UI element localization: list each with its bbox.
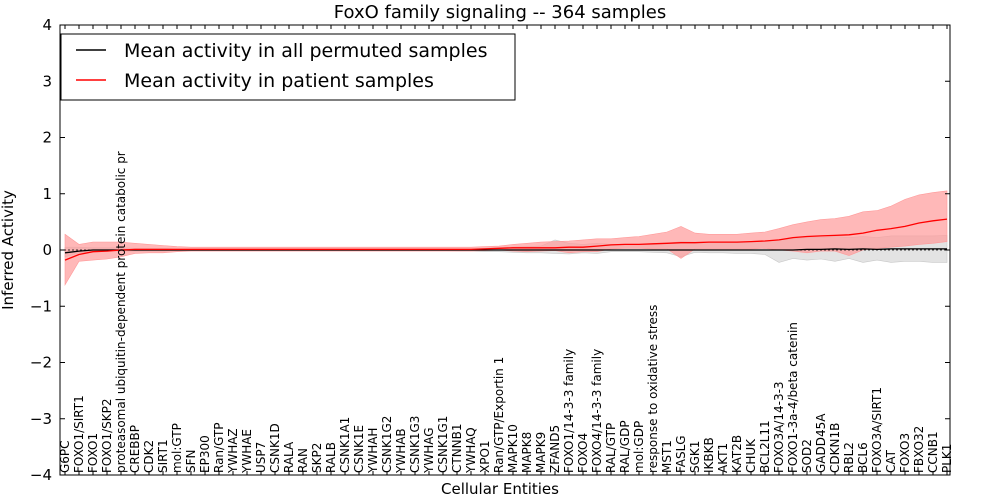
x-tick-label: mol:GDP <box>632 421 646 473</box>
x-tick-label: SFN <box>184 450 198 474</box>
y-tick-label: 3 <box>42 72 52 90</box>
x-tick-label: YWHAZ <box>226 428 240 474</box>
y-tick-label: −1 <box>30 297 52 315</box>
x-tick-label: RBL2 <box>842 442 856 473</box>
x-tick-label: KAT2B <box>730 435 744 473</box>
x-tick-label: PLK1 <box>940 444 954 473</box>
x-tick-label: USP7 <box>254 442 268 473</box>
x-tick-label: EP300 <box>198 435 212 473</box>
y-tick-label: 4 <box>42 16 52 34</box>
legend-box <box>60 33 516 101</box>
series-lines <box>60 218 950 261</box>
x-tick-label: CTNNB1 <box>450 423 464 473</box>
x-tick-label: YWHAQ <box>464 427 478 474</box>
x-tick-label: CSNK1E <box>352 425 366 473</box>
x-tick-label: FOXO1/SKP2 <box>100 398 114 473</box>
x-tick-label: MAPK9 <box>534 432 548 473</box>
x-tick-label: RALA <box>282 441 296 473</box>
x-tick-label: mol:GTP <box>170 423 184 473</box>
x-tick-label: CREBBP <box>128 425 142 473</box>
x-tick-label: YWHAE <box>240 429 254 474</box>
x-tick-label: FOXO4 <box>576 433 590 473</box>
x-tick-label: FOXO1 <box>86 433 100 473</box>
x-tick-label: CSNK1G1 <box>436 416 450 473</box>
y-axis: −4 −3 −2 −1 0 1 2 3 4 <box>30 16 950 484</box>
y-tick-label: −3 <box>30 410 52 428</box>
chart-title: FoxO family signaling -- 364 samples <box>334 2 666 23</box>
x-tick-label: CDKN1B <box>828 423 842 473</box>
x-tick-label: MST1 <box>660 440 674 473</box>
patient-confidence-band <box>64 190 948 286</box>
x-tick-label: G6PC <box>58 440 72 473</box>
x-tick-label: RALB <box>324 442 338 473</box>
x-tick-label: BCL2L11 <box>758 420 772 473</box>
x-tick-label: Ran/GTP/Exportin 1 <box>492 357 506 473</box>
x-tick-label: CSNK1D <box>268 423 282 473</box>
x-tick-label: MAPK10 <box>506 424 520 473</box>
x-tick-label: ZFAND5 <box>548 425 562 473</box>
x-tick-label: YWHAG <box>422 427 436 474</box>
x-tick-label: FOXO3 <box>898 433 912 473</box>
x-axis: G6PC FOXO1/SIRT1 FOXO1 FOXO1/SKP2 proteasoma… <box>58 25 954 475</box>
x-tick-label: IKBKB <box>702 437 716 473</box>
confidence-bands <box>64 190 948 286</box>
x-tick-label: SGK1 <box>688 441 702 473</box>
legend: Mean activity in all permuted samples Me… <box>60 33 516 101</box>
x-tick-label: proteasomal ubiquitin-dependent protein … <box>114 151 128 473</box>
x-tick-label: MAPK8 <box>520 432 534 473</box>
x-tick-label: YWHAB <box>394 428 408 474</box>
x-tick-label: CAT <box>884 449 898 473</box>
x-tick-label: SKP2 <box>310 443 324 473</box>
x-tick-label: FOXO1-3a-4/beta catenin <box>786 322 800 473</box>
x-tick-label: SIRT1 <box>156 439 170 473</box>
x-tick-label: RAL/GDP <box>618 420 632 473</box>
patient-mean-line <box>64 218 948 261</box>
x-tick-label: CSNK1G2 <box>380 416 394 473</box>
y-tick-label: −2 <box>30 354 52 372</box>
x-tick-label: FOXO3A/SIRT1 <box>870 387 884 473</box>
x-tick-label: AKT1 <box>716 443 730 473</box>
legend-label-patient: Mean activity in patient samples <box>124 70 434 92</box>
x-tick-label: Ran/GTP <box>212 422 226 473</box>
x-tick-label: XPO1 <box>478 440 492 473</box>
x-tick-label: RAN <box>296 448 310 473</box>
x-tick-label: response to oxidative stress <box>646 305 660 473</box>
x-tick-label: FASLG <box>674 435 688 473</box>
x-tick-label: CDK2 <box>142 440 156 473</box>
x-tick-label: FOXO1/SIRT1 <box>72 395 86 473</box>
x-axis-label: Cellular Entities <box>441 480 559 498</box>
y-tick-label: 0 <box>42 241 52 259</box>
legend-label-permuted: Mean activity in all permuted samples <box>124 40 487 62</box>
x-tick-label: YWHAH <box>366 428 380 474</box>
x-tick-label: CSNK1G3 <box>408 416 422 473</box>
y-axis-label: Inferred Activity <box>0 190 17 310</box>
x-tick-label: GADD45A <box>814 413 828 473</box>
x-tick-label: FOXO3A/14-3-3 <box>772 381 786 473</box>
y-tick-label: −4 <box>30 466 52 484</box>
y-tick-label: 2 <box>42 129 52 147</box>
x-tick-label: FOXO4/14-3-3 family <box>590 349 604 473</box>
x-tick-label: FOXO1/14-3-3 family <box>562 349 576 473</box>
x-tick-label: SOD2 <box>800 439 814 473</box>
x-tick-label: RAL/GTP <box>604 423 618 473</box>
x-tick-label: CSNK1A1 <box>338 417 352 473</box>
x-tick-label: CHUK <box>744 438 758 473</box>
x-tick-label: CCNB1 <box>926 431 940 473</box>
x-tick-label: FBXO32 <box>912 426 926 473</box>
y-tick-label: 1 <box>42 185 52 203</box>
x-tick-label: BCL6 <box>856 442 870 473</box>
